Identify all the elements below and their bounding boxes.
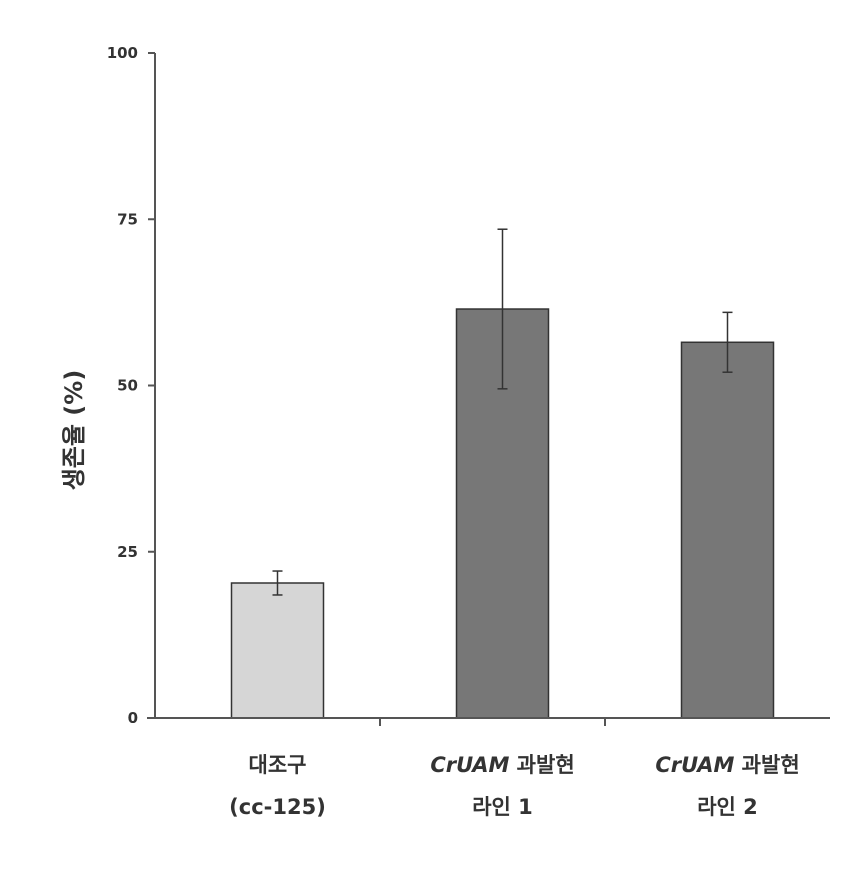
y-tick-label: 50	[117, 377, 138, 395]
bar	[230, 582, 325, 719]
x-tick-label: CrUAM 과발현	[655, 753, 799, 777]
bar	[680, 341, 775, 719]
y-tick-label: 0	[128, 709, 138, 727]
gene-name: CrUAM	[430, 753, 509, 777]
x-tick-sublabel: 라인 2	[697, 795, 758, 819]
y-tick-label: 25	[117, 543, 138, 561]
y-tick-label: 75	[117, 210, 138, 228]
y-axis-label: 생존율 (%)	[60, 370, 88, 491]
category-text: 과발현	[734, 753, 799, 777]
x-tick-sublabel: 라인 1	[472, 795, 533, 819]
x-tick-label: 대조구	[249, 753, 307, 777]
category-text: 대조구	[249, 753, 307, 777]
x-tick-sublabel: (cc-125)	[229, 795, 326, 819]
gene-name: CrUAM	[655, 753, 734, 777]
category-text: 과발현	[509, 753, 574, 777]
x-tick-label: CrUAM 과발현	[430, 753, 574, 777]
y-tick-label: 100	[107, 44, 138, 62]
